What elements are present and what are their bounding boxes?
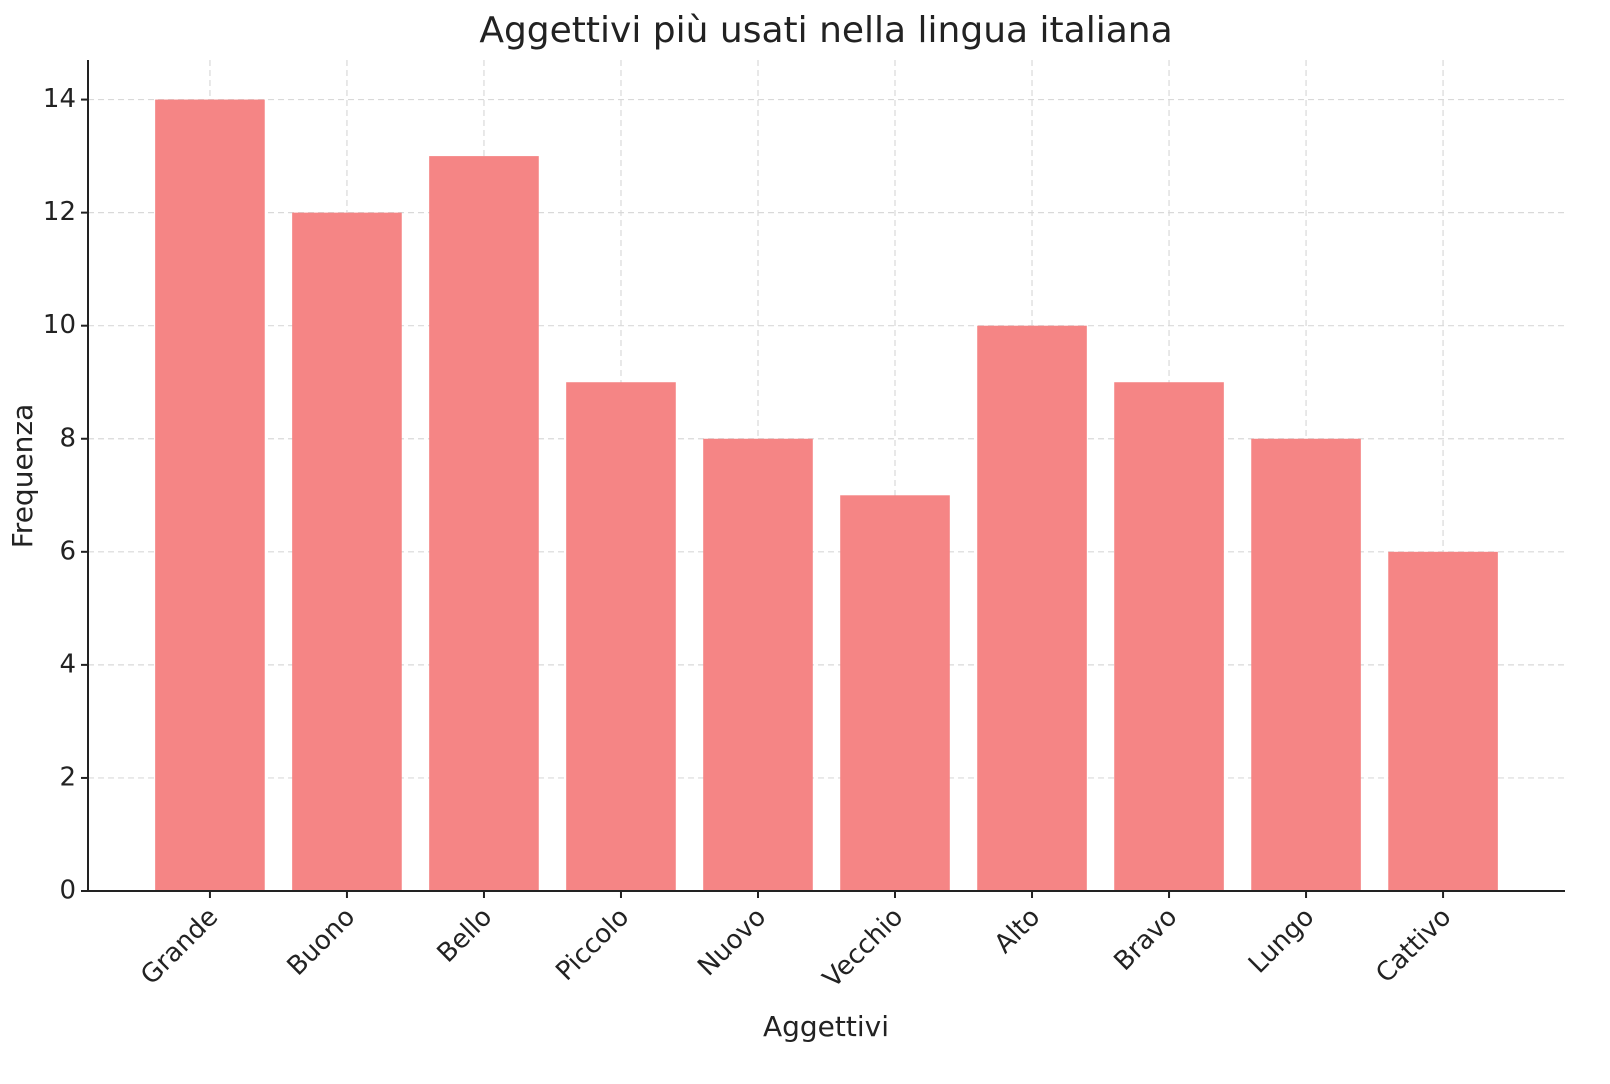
bar (703, 438, 813, 891)
bar (840, 495, 950, 891)
x-tick-label: Bello (432, 902, 499, 969)
x-axis-label: Aggettivi (763, 1010, 889, 1043)
chart-title: Aggettivi più usati nella lingua italian… (479, 10, 1172, 51)
x-tick-label: Buono (282, 902, 362, 982)
x-tick-label: Vecchio (817, 902, 909, 994)
y-tick-label: 4 (59, 649, 76, 679)
bar (566, 382, 676, 891)
x-tick-label: Cattivo (1370, 902, 1457, 989)
x-tick-label: Piccolo (550, 902, 635, 987)
x-tick-label: Lungo (1243, 902, 1320, 979)
bar (1114, 382, 1224, 891)
y-tick-label: 0 (59, 876, 76, 906)
x-tick-label: Bravo (1108, 902, 1183, 977)
y-axis-label: Frequenza (6, 404, 39, 549)
y-tick-label: 10 (43, 310, 76, 340)
bar (977, 325, 1087, 892)
y-tick-label: 8 (59, 423, 76, 453)
bar (1251, 438, 1361, 891)
x-tick-label: Grande (135, 902, 224, 991)
bar (292, 212, 402, 891)
y-tick-label: 2 (59, 762, 76, 792)
x-tick-label: Nuovo (692, 902, 772, 982)
y-tick-label: 14 (43, 84, 76, 114)
bar (155, 99, 265, 892)
bar (1388, 551, 1498, 891)
x-tick-label: Alto (989, 902, 1046, 959)
bar (429, 156, 539, 891)
y-tick-label: 6 (59, 536, 76, 566)
y-tick-label: 12 (43, 197, 76, 227)
